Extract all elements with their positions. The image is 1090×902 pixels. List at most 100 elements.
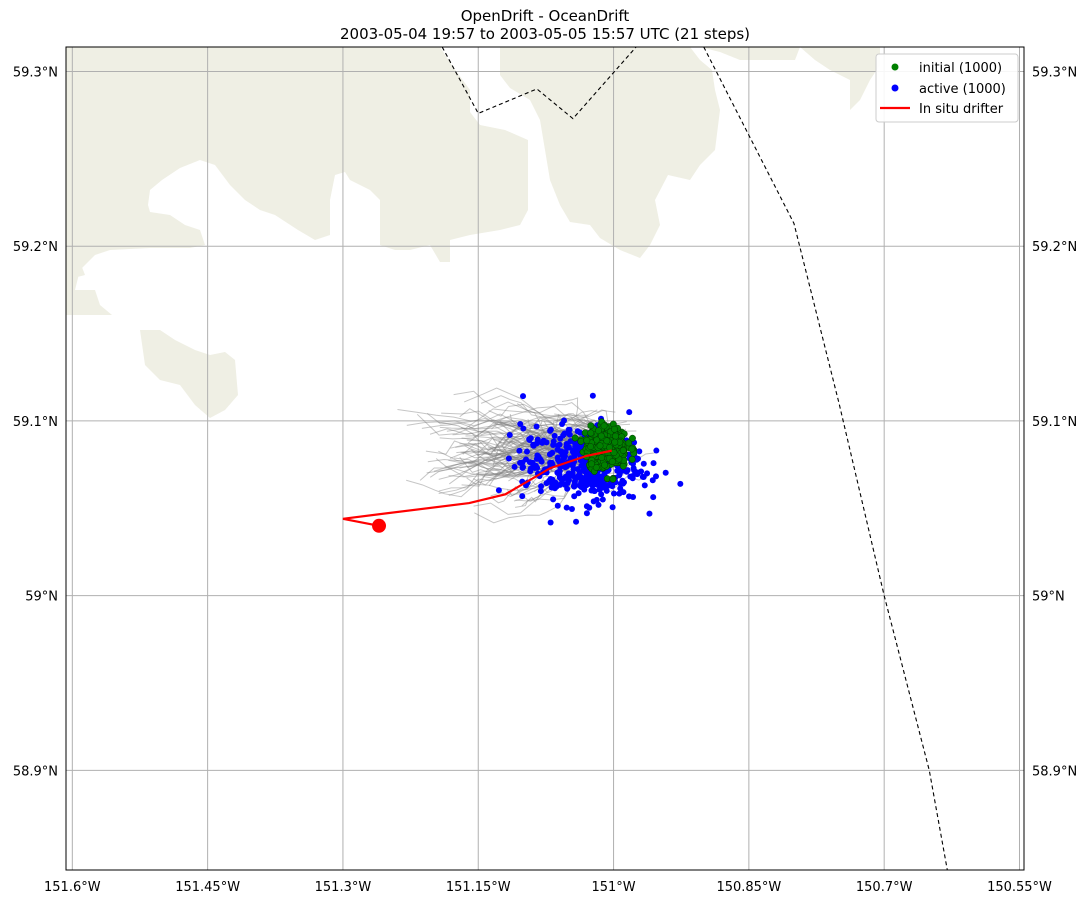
active-particle xyxy=(662,469,669,476)
legend-drifter-label: In situ drifter xyxy=(919,102,1004,117)
active-particle xyxy=(640,460,647,467)
initial-particle xyxy=(608,458,616,466)
initial-particle xyxy=(596,442,604,450)
active-particle xyxy=(631,467,638,474)
trajectory-line xyxy=(459,408,593,428)
initial-particle xyxy=(587,429,595,437)
gridlines xyxy=(66,47,1024,870)
active-particle xyxy=(568,506,575,513)
initial-particle xyxy=(611,438,619,446)
initial-particle xyxy=(583,436,591,444)
lat-tick-label-left: 58.9°N xyxy=(13,764,58,779)
active-particle xyxy=(649,477,656,484)
lon-tick-label: 150.55°W xyxy=(987,880,1052,895)
lat-tick-label-right: 59.1°N xyxy=(1032,415,1077,430)
trajectory-line xyxy=(493,429,586,455)
initial-particle xyxy=(598,454,606,462)
land-area-6 xyxy=(66,258,85,280)
trajectory-line xyxy=(397,406,589,422)
active-particle xyxy=(547,427,554,434)
active-particle xyxy=(547,519,554,526)
active-particle xyxy=(589,392,596,399)
drifter-end-marker xyxy=(372,518,387,533)
active-particle xyxy=(527,435,534,442)
initial-particle xyxy=(597,432,605,440)
active-particle xyxy=(588,487,595,494)
active-particle xyxy=(538,483,545,490)
active-particle xyxy=(650,494,657,501)
active-particle xyxy=(520,393,527,400)
lat-tick-label-right: 59.3°N xyxy=(1032,65,1077,80)
active-particle xyxy=(636,448,643,455)
active-particle xyxy=(644,470,651,477)
lat-tick-label-left: 59.3°N xyxy=(13,65,58,80)
active-particle xyxy=(581,486,588,493)
lon-tick-label: 151.45°W xyxy=(175,880,240,895)
active-particle xyxy=(551,432,558,439)
active-particle xyxy=(598,491,605,498)
lat-tick-label-left: 59°N xyxy=(25,590,58,605)
active-particle xyxy=(609,504,616,511)
active-particle xyxy=(576,474,583,481)
initial-particle xyxy=(612,432,619,440)
initial-particle xyxy=(587,443,595,451)
active-particle xyxy=(538,458,545,465)
legend-box xyxy=(875,53,1019,123)
initial-particle xyxy=(611,425,618,433)
lat-tick-label-right: 59°N xyxy=(1032,590,1065,605)
active-particle xyxy=(562,473,569,480)
active-particle xyxy=(574,466,581,473)
active-particle xyxy=(599,496,606,503)
active-particle xyxy=(533,423,540,430)
active-particle xyxy=(573,518,580,525)
active-particle xyxy=(599,484,606,491)
initial-particle xyxy=(619,462,627,470)
initial-particle xyxy=(629,434,636,442)
active-particle xyxy=(568,472,575,479)
active-particle xyxy=(559,420,566,427)
trajectory-line xyxy=(439,422,610,430)
active-particle xyxy=(533,440,540,447)
active-particle xyxy=(527,468,534,475)
initial-particle xyxy=(600,422,608,430)
initial-particle xyxy=(571,434,579,442)
active-particle xyxy=(555,456,562,463)
lon-tick-label: 151.15°W xyxy=(446,880,511,895)
active-particle xyxy=(562,481,569,488)
active-particle xyxy=(593,496,600,503)
drifter-path xyxy=(342,449,612,527)
initial-particle xyxy=(595,427,602,435)
active-particle xyxy=(589,476,596,483)
initial-particle xyxy=(603,437,611,445)
initial-particle xyxy=(606,444,614,452)
active-particle xyxy=(516,447,523,454)
active-particle xyxy=(571,493,578,500)
active-particle xyxy=(550,438,557,445)
ocean-background xyxy=(66,47,1024,870)
trajectory-line xyxy=(524,416,603,440)
active-particle xyxy=(511,463,518,470)
initial-particle xyxy=(628,455,636,463)
active-particle xyxy=(566,431,573,438)
axis-ticks: 151.6°W 151.45°W 151.3°W 151.15°W 151°W 150.8… xyxy=(13,65,1077,895)
active-particle xyxy=(623,468,630,475)
active-particle xyxy=(617,485,624,492)
lon-tick-label: 151.3°W xyxy=(315,880,372,895)
legend-initial-label: initial (1000) xyxy=(919,61,1002,76)
active-particle xyxy=(495,487,502,494)
initial-particle xyxy=(592,463,600,471)
map-frame xyxy=(65,46,1025,871)
active-particle xyxy=(562,448,569,455)
legend-active-label: active (1000) xyxy=(919,82,1006,97)
active-particle xyxy=(629,475,636,482)
active-particle xyxy=(506,431,513,438)
active-particle xyxy=(641,482,648,489)
initial-particle xyxy=(577,437,585,445)
land-area-4 xyxy=(800,47,880,110)
active-particle xyxy=(563,504,570,511)
active-particle xyxy=(571,483,578,490)
active-particle xyxy=(626,493,633,500)
initial-particle xyxy=(588,460,595,468)
initial-particle xyxy=(628,445,636,453)
